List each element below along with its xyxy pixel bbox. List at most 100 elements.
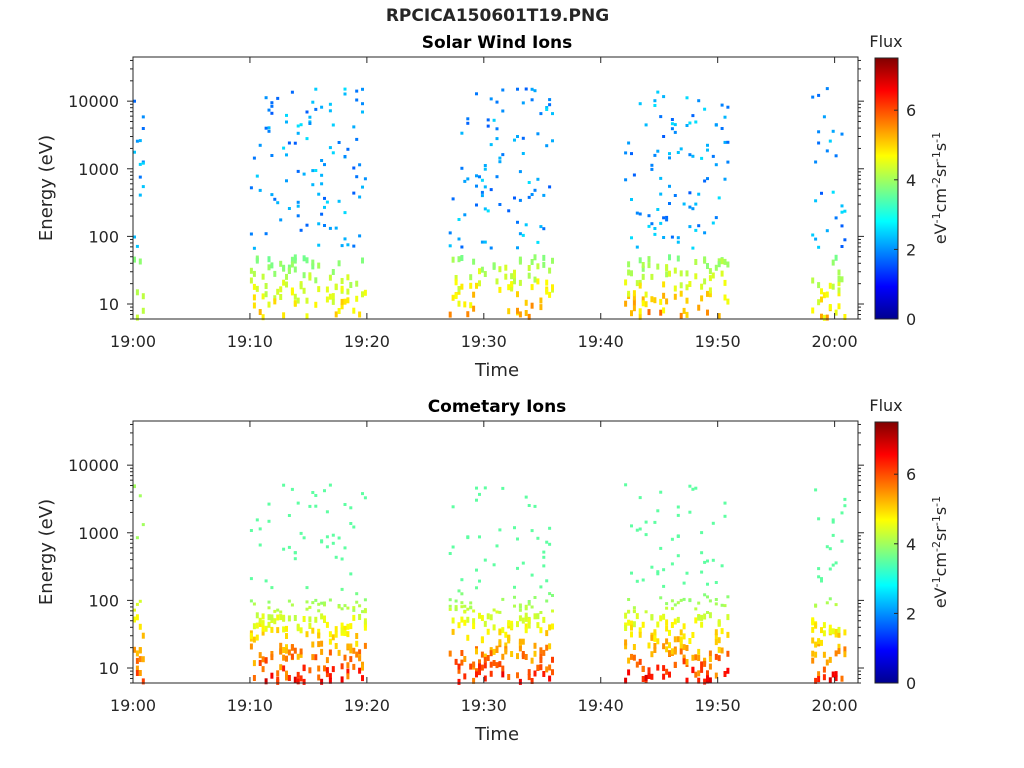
heatmap-cell (323, 601, 326, 605)
heatmap-cell (726, 595, 730, 599)
heatmap-cell (817, 671, 821, 678)
x-tick-label: 19:30 (461, 332, 507, 351)
heatmap-cell (726, 140, 730, 144)
heatmap-cell (501, 665, 505, 672)
heatmap-cell (287, 267, 291, 274)
heatmap-cell (700, 666, 704, 673)
heatmap-cell (323, 489, 326, 493)
heatmap-cell (249, 632, 253, 639)
heatmap-cell (548, 291, 552, 298)
heatmap-cell (349, 506, 353, 510)
heatmap-cell (635, 528, 639, 532)
heatmap-cell (811, 233, 815, 237)
heatmap-cell (293, 293, 297, 300)
heatmap-cell (548, 267, 552, 274)
heatmap-cell (302, 272, 306, 279)
heatmap-cell (679, 629, 683, 636)
heatmap-cell (355, 98, 359, 102)
heatmap-cell (513, 273, 516, 280)
heatmap-cell (673, 636, 677, 643)
heatmap-cell (700, 614, 704, 621)
heatmap-cell (706, 559, 709, 563)
heatmap-cell (545, 288, 549, 295)
heatmap-cell (267, 621, 271, 628)
heatmap-cell (334, 626, 338, 633)
heatmap-cell (685, 124, 689, 127)
heatmap-cell (510, 273, 514, 280)
heatmap-cell (296, 623, 300, 630)
heatmap-cell (451, 628, 455, 635)
heatmap-cell (463, 301, 467, 308)
heatmap-cell (334, 631, 338, 638)
heatmap-cell (328, 109, 332, 113)
heatmap-cell (676, 513, 680, 517)
heatmap-cell (135, 314, 139, 321)
heatmap-cell (679, 312, 683, 319)
heatmap-cell (290, 603, 294, 607)
heatmap-cell (483, 558, 487, 562)
heatmap-cell (513, 269, 516, 276)
heatmap-cell (480, 178, 484, 182)
heatmap-cell (650, 296, 654, 303)
heatmap-cell (249, 277, 253, 284)
heatmap-cell (688, 599, 692, 603)
heatmap-cell (355, 640, 359, 647)
heatmap-cell (475, 498, 478, 502)
heatmap-cell (463, 673, 467, 680)
heatmap-cell (697, 670, 701, 677)
heatmap-cell (676, 601, 680, 605)
heatmap-cell (825, 149, 829, 153)
heatmap-cell (518, 608, 522, 612)
heatmap-cell (340, 663, 344, 670)
heatmap-cell (527, 265, 531, 271)
heatmap-cell (697, 614, 701, 621)
heatmap-cell (720, 103, 724, 107)
heatmap-cell (723, 279, 727, 286)
heatmap-cell (668, 270, 671, 277)
heatmap-cell (650, 651, 654, 658)
heatmap-cell (653, 635, 657, 642)
heatmap-cell (270, 586, 274, 590)
heatmap-cell (328, 226, 332, 230)
x-tick-label: 19:30 (461, 696, 507, 715)
heatmap-cell (828, 282, 832, 289)
heatmap-cell (325, 671, 329, 678)
heatmap-cell (831, 283, 835, 290)
heatmap-cell (831, 520, 835, 524)
heatmap-cell (483, 653, 487, 660)
heatmap-cell (662, 613, 666, 620)
heatmap-cell (533, 276, 537, 283)
heatmap-cell (653, 104, 657, 107)
heatmap-cell (840, 245, 844, 248)
heatmap-cell (252, 623, 256, 630)
heatmap-cell (454, 275, 458, 281)
heatmap-cell (451, 505, 455, 509)
heatmap-cell (539, 664, 543, 671)
heatmap-cell (703, 231, 707, 235)
heatmap-cell (320, 678, 324, 685)
heatmap-cell (305, 607, 309, 611)
heatmap-cell (457, 286, 461, 292)
heatmap-cell (668, 156, 671, 160)
heatmap-cell (811, 657, 815, 664)
heatmap-cell (460, 616, 464, 623)
heatmap-cell (688, 638, 692, 644)
heatmap-cell (659, 115, 663, 119)
heatmap-cell (507, 209, 511, 213)
heatmap-cell (706, 309, 709, 316)
heatmap-cell (276, 201, 280, 205)
heatmap-cell (133, 485, 136, 489)
heatmap-cell (834, 154, 838, 158)
heatmap-cell (141, 161, 145, 165)
heatmap-cell (252, 660, 256, 667)
heatmap-cell (276, 627, 280, 634)
heatmap-cell (644, 291, 648, 298)
heatmap-cell (349, 623, 353, 630)
heatmap-cell (714, 163, 718, 167)
colorbar-tick-label: 2 (906, 240, 916, 259)
heatmap-cell (700, 621, 704, 628)
heatmap-cell (539, 297, 543, 304)
heatmap-cell (325, 545, 329, 549)
heatmap-cell (714, 581, 718, 584)
heatmap-cell (282, 626, 286, 633)
